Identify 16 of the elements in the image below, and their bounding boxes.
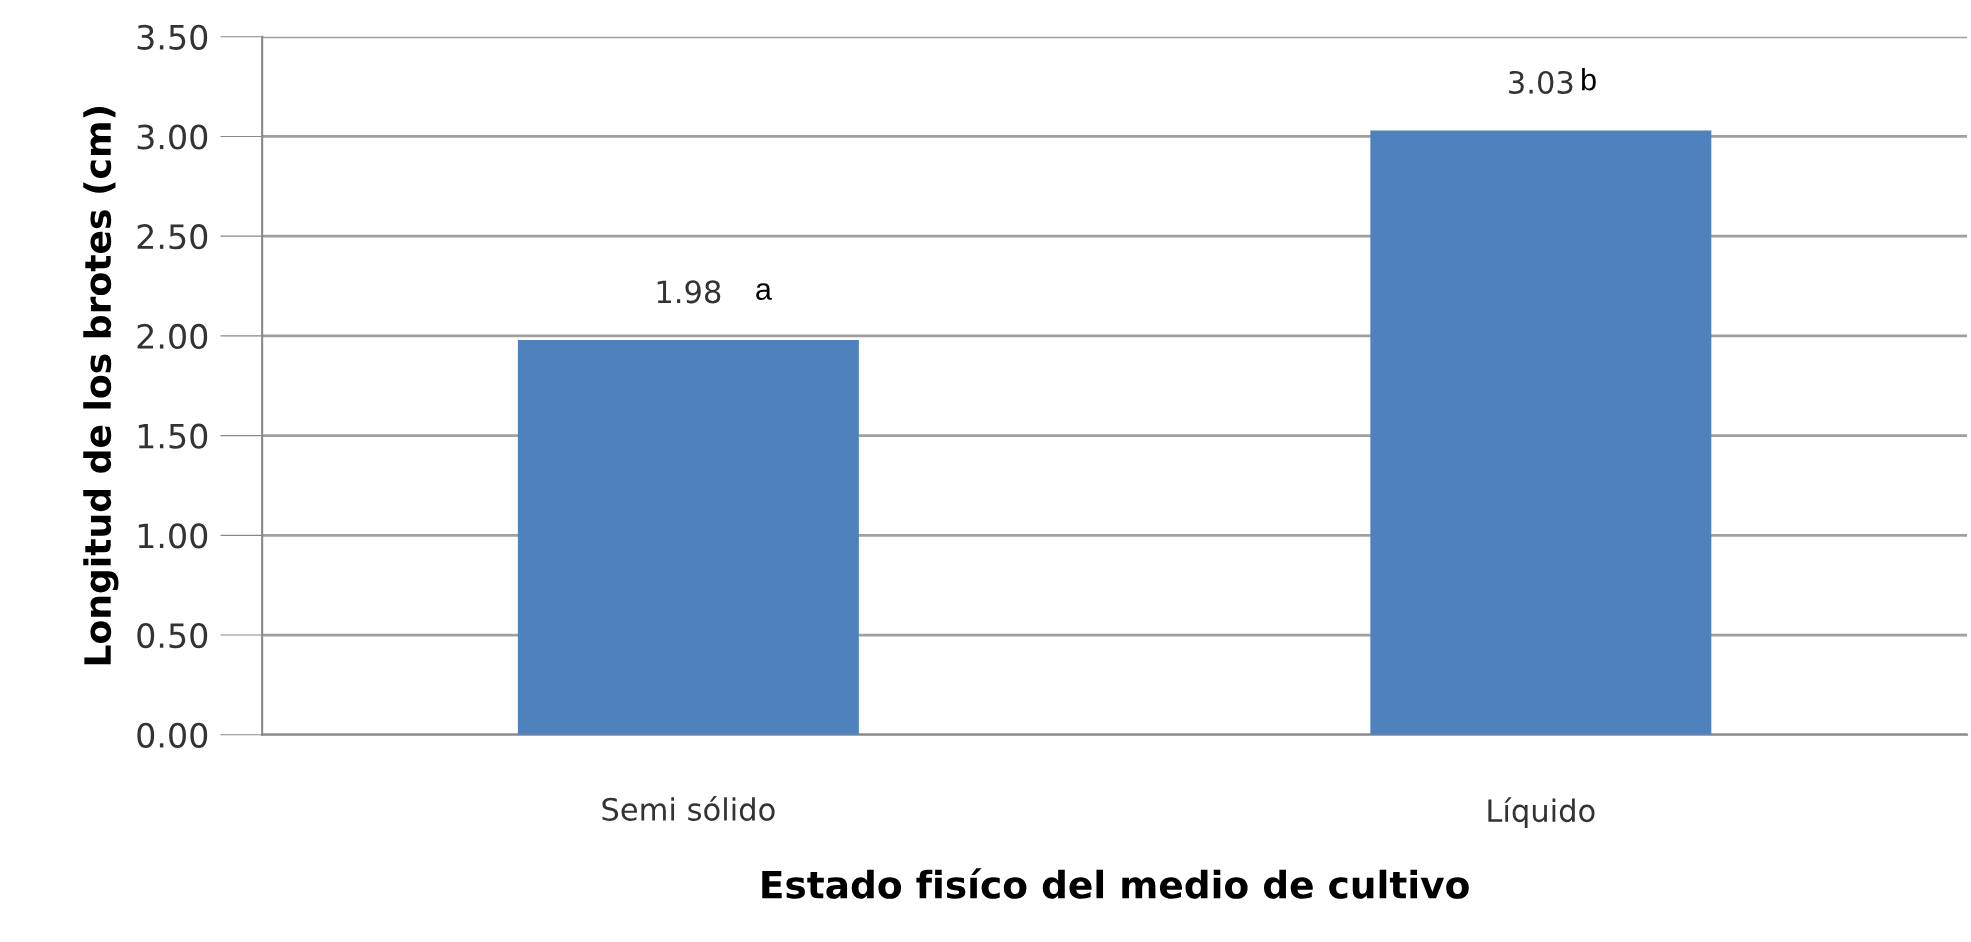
y-tick-label: 1.00	[138, 523, 208, 549]
x-tick-label: Líquido	[1488, 797, 1595, 829]
y-tick-label: 2.00	[137, 323, 208, 350]
y-tick-label: 2.50	[137, 224, 208, 250]
data-label: 3.03	[1509, 70, 1573, 94]
y-tick-label: 1.50	[138, 423, 208, 449]
y-tick-label: 0.50	[137, 622, 208, 649]
data-label: 1.98	[657, 280, 721, 304]
y-tick-label: 0.00	[137, 722, 208, 748]
y-tick-label: 3.00	[137, 124, 208, 150]
annotation: a	[756, 283, 772, 300]
y-tick-label: 3.50	[137, 24, 208, 50]
annotation: b	[1582, 68, 1596, 91]
y-axis-title: Longitud de los brotes (cm)	[83, 107, 119, 665]
x-axis-title: Estado fisíco del medio de cultivo	[762, 868, 1469, 899]
x-tick-label: Semi sólido	[602, 796, 775, 821]
